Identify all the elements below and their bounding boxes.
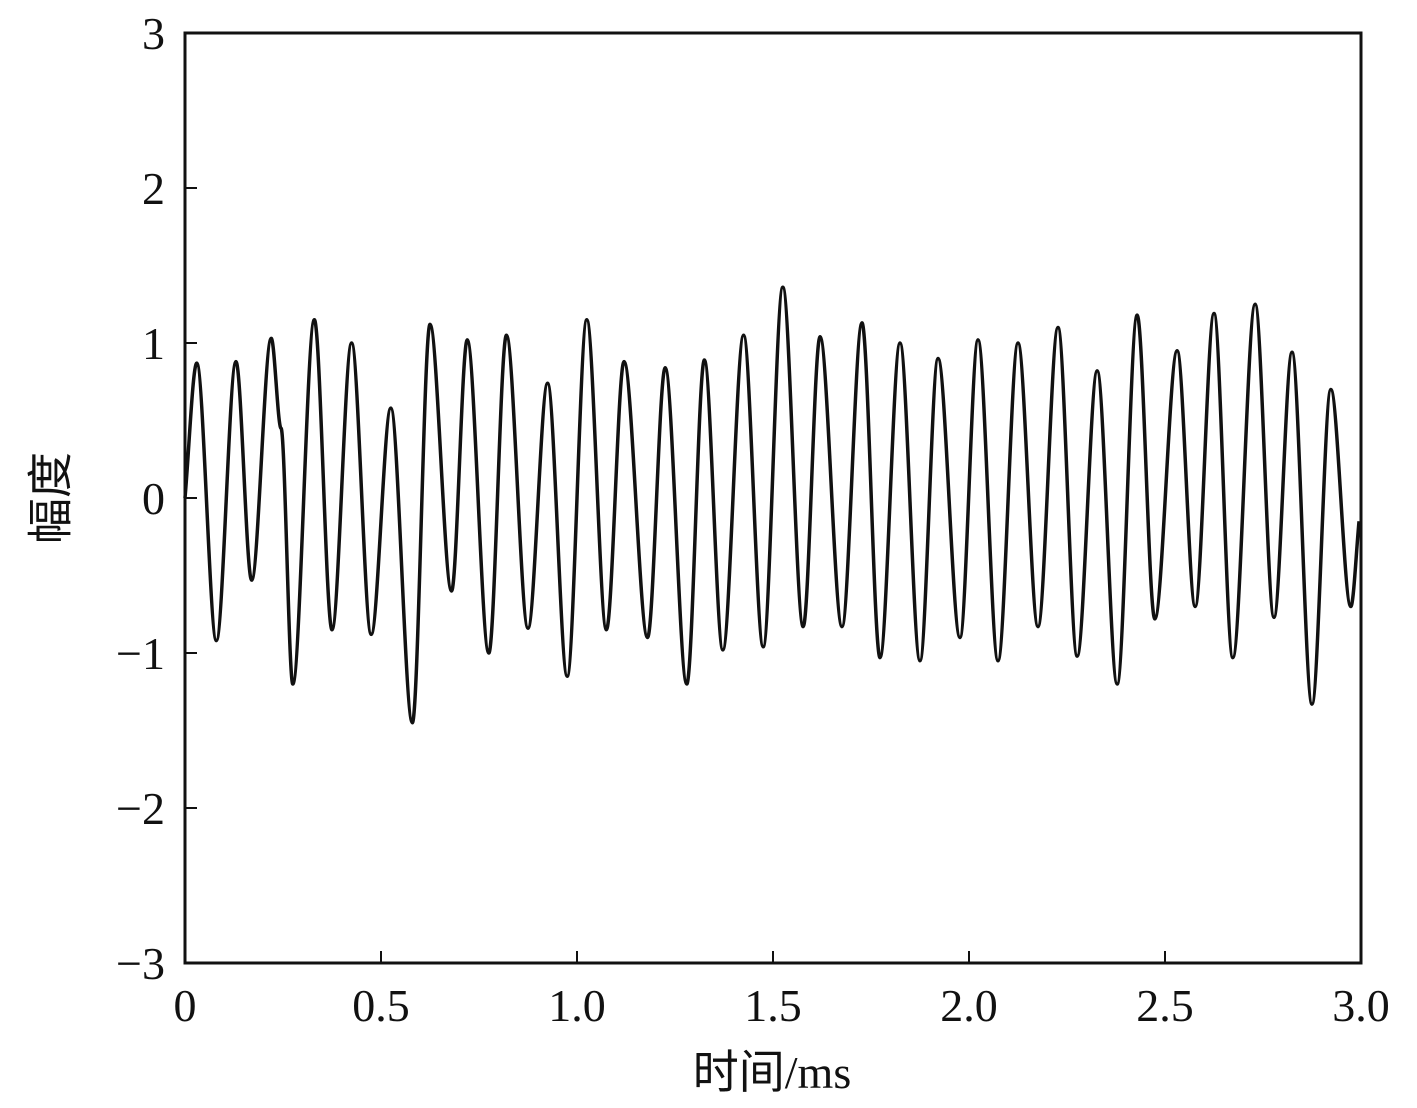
x-tick-label: 1.5 xyxy=(744,980,802,1031)
x-tick-label: 0.5 xyxy=(352,980,410,1031)
y-tick-label: 2 xyxy=(142,163,165,214)
y-tick-label: −1 xyxy=(116,628,165,679)
y-tick-label: 0 xyxy=(142,473,165,524)
y-tick-label: 1 xyxy=(142,318,165,369)
x-tick-label: 2.5 xyxy=(1136,980,1194,1031)
y-tick-label: −3 xyxy=(116,938,165,989)
y-tick-label: 3 xyxy=(142,8,165,59)
signal-line xyxy=(183,285,1361,725)
x-tick-label: 1.0 xyxy=(548,980,606,1031)
x-tick-label: 0 xyxy=(174,980,197,1031)
y-axis-label: 幅度 xyxy=(26,452,77,544)
y-tick-label: −2 xyxy=(116,783,165,834)
x-axis-label: 时间/ms xyxy=(693,1047,851,1098)
x-tick-label: 2.0 xyxy=(940,980,998,1031)
x-tick-label: 3.0 xyxy=(1332,980,1390,1031)
